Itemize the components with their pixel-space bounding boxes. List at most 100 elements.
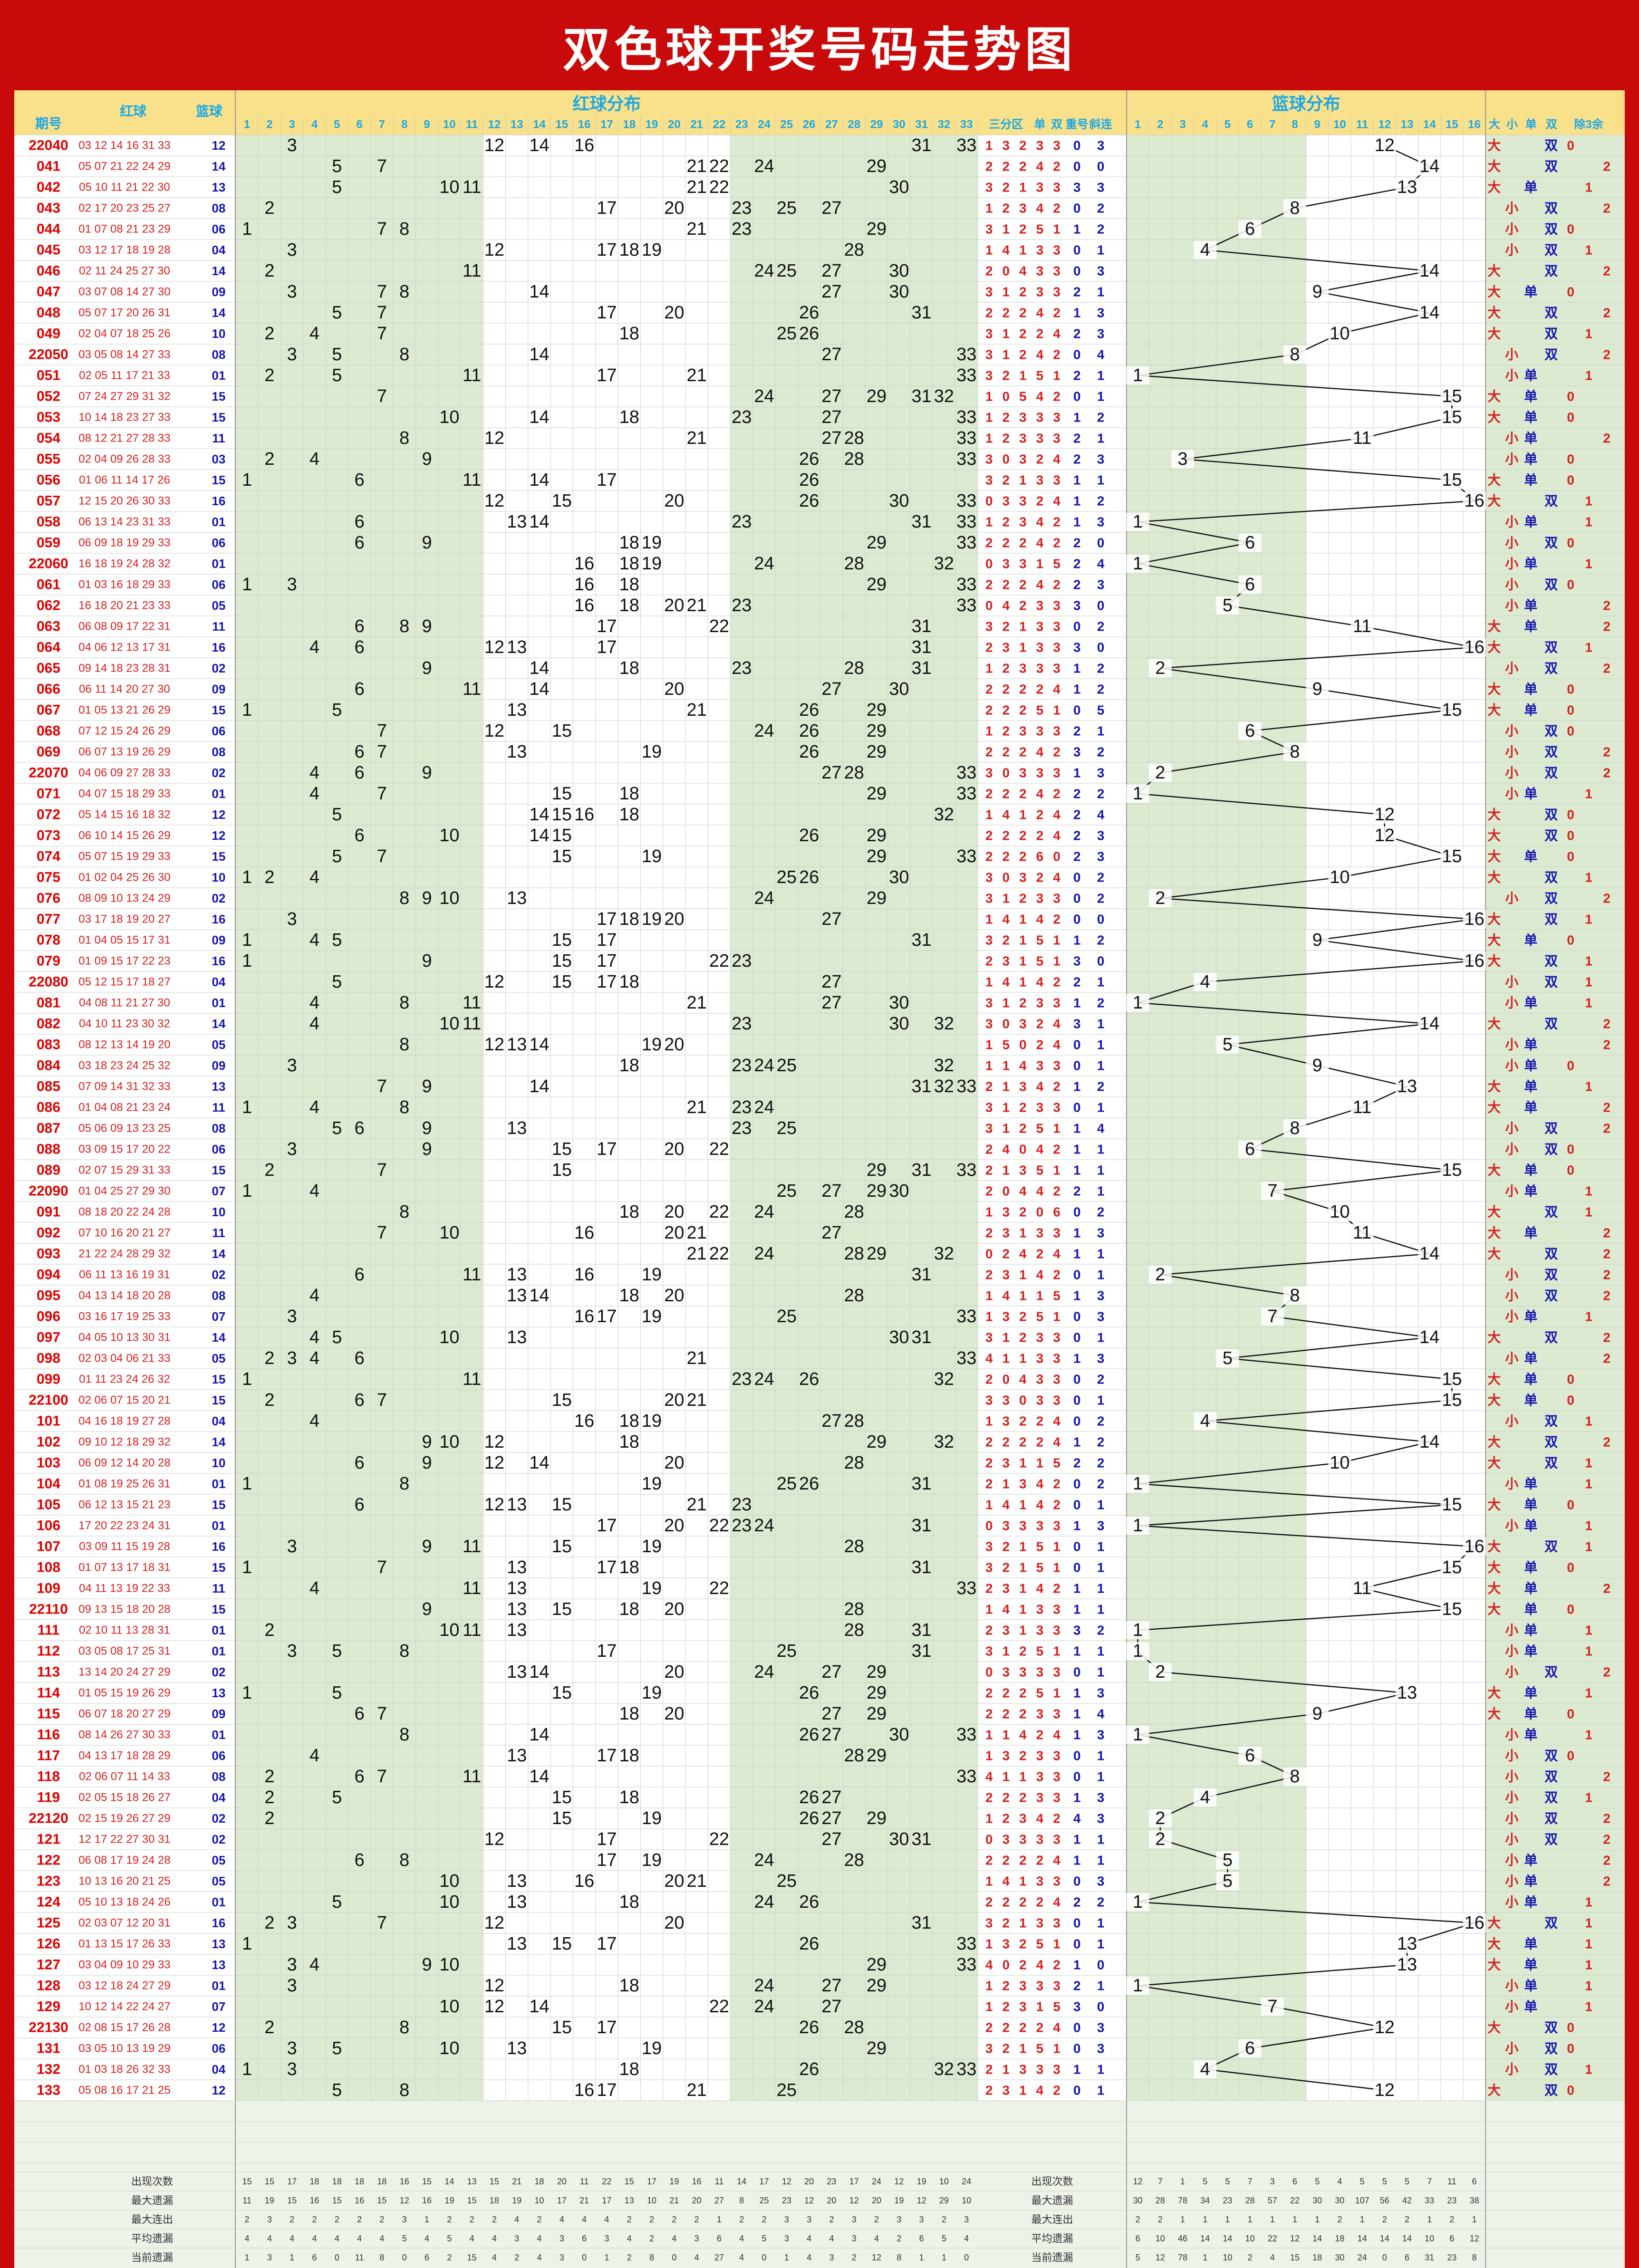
red-stat-value: 15: [422, 2177, 432, 2186]
red-ball-mark: 8: [399, 1035, 409, 1055]
red-ball-mark: 1: [242, 470, 252, 490]
zone-count: 0: [985, 1665, 993, 1680]
red-ball-mark: 3: [287, 2059, 297, 2079]
red-ball-mark: 27: [821, 972, 841, 992]
zone-count: 3: [985, 285, 993, 299]
red-ball-mark: 25: [777, 867, 797, 887]
red-ball-mark: 19: [642, 1578, 662, 1598]
red-stat-value: 8: [379, 2253, 384, 2262]
red-ball-mark: 4: [309, 1097, 319, 1117]
big-mark: 大: [1487, 1602, 1501, 1617]
odd-count: 4: [1036, 1268, 1044, 1282]
red-ball-mark: 17: [597, 951, 617, 971]
odd-count: 2: [1036, 1895, 1044, 1910]
draw-blue-ball: 01: [212, 515, 226, 529]
mod3-mark: 0: [1567, 1372, 1574, 1387]
red-stat-value: 4: [514, 2215, 519, 2224]
blue-ball-mark: 1: [1133, 993, 1143, 1013]
issue-number: 041: [37, 159, 60, 174]
draw-blue-ball: 11: [212, 1100, 225, 1115]
zone-count: 2: [1002, 306, 1010, 320]
blue-ball-bg: [1238, 2039, 1262, 2057]
blue-ball-bg: [1418, 1015, 1441, 1033]
repeat-count: 2: [1073, 285, 1081, 299]
diag-count: 3: [1097, 1728, 1105, 1742]
red-col-number: 26: [803, 118, 816, 131]
red-ball-mark: 27: [821, 282, 841, 302]
even-count: 2: [1053, 975, 1061, 990]
zone-count: 3: [985, 870, 993, 885]
draw-blue-ball: 14: [212, 1330, 226, 1345]
diag-count: 2: [1097, 933, 1105, 948]
small-mark: 小: [1505, 2062, 1518, 2077]
red-stat-value: 1: [942, 2253, 946, 2262]
blue-ball-bg: [1328, 868, 1351, 886]
red-ball-mark: 15: [552, 1537, 572, 1557]
zone-count: 0: [985, 1247, 993, 1261]
mod3-mark: 1: [1585, 1309, 1592, 1324]
red-ball-mark: 27: [821, 1181, 841, 1201]
red-ball-mark: 9: [422, 1453, 432, 1473]
odd-count: 2: [1036, 1728, 1044, 1742]
repeat-count: 2: [1073, 557, 1081, 571]
odd-count: 3: [1036, 180, 1044, 195]
red-ball-mark: 13: [507, 2038, 527, 2058]
diag-count: 1: [1097, 368, 1105, 383]
zone-count: 2: [985, 1226, 993, 1240]
draw-blue-ball: 01: [212, 1728, 226, 1742]
zone-count: 4: [1002, 1142, 1010, 1157]
red-ball-mark: 23: [732, 1118, 752, 1138]
odd-mark: 单: [1524, 1999, 1537, 2014]
repeat-count: 0: [1073, 1393, 1081, 1408]
red-stat-value: 4: [807, 2253, 811, 2262]
red-ball-mark: 21: [687, 1348, 707, 1368]
zone-count: 2: [1019, 1853, 1027, 1868]
red-ball-mark: 17: [597, 2080, 617, 2100]
red-ball-mark: 5: [332, 1683, 342, 1703]
red-ball-mark: 12: [484, 135, 504, 155]
even-count: 2: [1053, 1811, 1061, 1826]
red-col-number: 6: [356, 118, 362, 131]
draw-red-balls: 05 07 21 22 24 29: [78, 160, 171, 173]
draw-blue-ball: 01: [212, 1895, 226, 1909]
issue-number: 117: [37, 1748, 60, 1764]
zone-count: 1: [1002, 285, 1010, 299]
red-stat-value: 16: [400, 2177, 409, 2186]
draw-red-balls: 01 05 15 19 26 29: [78, 1687, 171, 1700]
zone-count: 2: [1019, 222, 1027, 237]
draw-red-balls: 05 06 09 13 23 25: [78, 1122, 171, 1135]
red-ball-mark: 3: [287, 1139, 297, 1159]
red-stat-value: 24: [872, 2177, 881, 2186]
issue-number: 096: [37, 1309, 60, 1325]
even-count: 3: [1053, 1790, 1061, 1805]
even-mark: 双: [1544, 306, 1558, 320]
repeat-count: 0: [1073, 1038, 1081, 1052]
mod3-mark: 0: [1567, 2083, 1574, 2098]
blue-ball-bg: [1126, 1893, 1149, 1911]
zone-count: 4: [985, 1351, 993, 1366]
odd-count: 3: [1036, 1769, 1044, 1784]
zone-count: 1: [1002, 1121, 1010, 1136]
small-mark: 小: [1505, 1309, 1518, 1324]
red-ball-mark: 21: [687, 1223, 707, 1243]
draw-blue-ball: 15: [212, 389, 226, 404]
blue-ball-mark: 3: [1177, 449, 1187, 469]
zone-count: 0: [1019, 1393, 1027, 1408]
red-ball-mark: 24: [754, 386, 774, 406]
draw-red-balls: 07 12 15 24 26 29: [78, 725, 171, 738]
stat-label: 出现次数: [131, 2176, 173, 2188]
even-mark: 双: [1544, 1414, 1558, 1429]
small-mark: 小: [1505, 766, 1518, 780]
red-ball-mark: 19: [642, 240, 662, 260]
red-ball-mark: 17: [597, 240, 617, 260]
diag-count: 3: [1097, 2041, 1105, 2056]
odd-mark: 单: [1524, 515, 1537, 529]
zone-count: 1: [1019, 1268, 1027, 1282]
red-stat-value: 19: [669, 2177, 679, 2186]
red-stat-value: 15: [287, 2196, 297, 2205]
red-stat-value: 10: [647, 2196, 656, 2205]
diag-count: 1: [1097, 1038, 1105, 1052]
red-col-number: 29: [870, 118, 883, 131]
red-stat-value: 1: [245, 2253, 250, 2262]
even-mark: 双: [1544, 1832, 1558, 1847]
